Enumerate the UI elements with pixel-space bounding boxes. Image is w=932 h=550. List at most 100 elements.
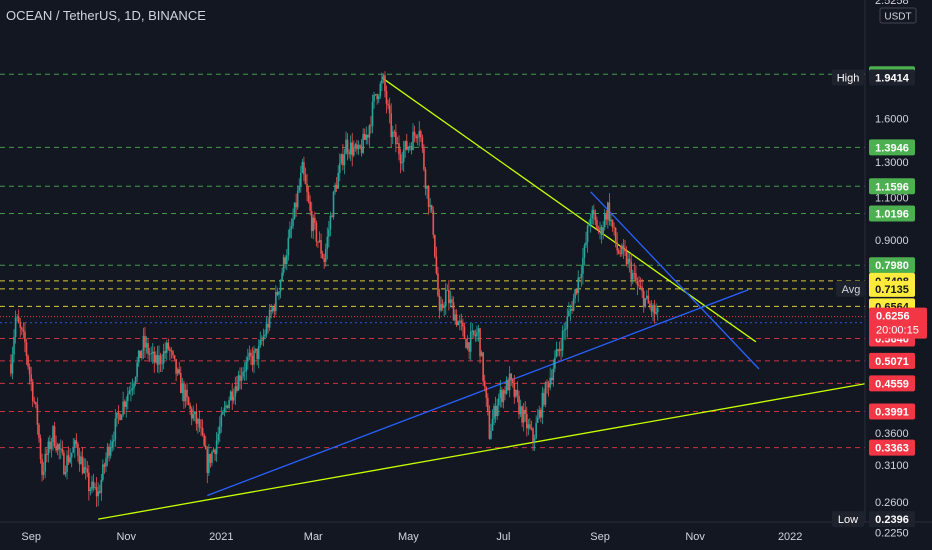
candle xyxy=(94,482,96,490)
candle-body xyxy=(19,322,22,328)
candle xyxy=(281,267,283,282)
candle xyxy=(435,246,438,275)
candle-body xyxy=(524,409,527,414)
candle xyxy=(656,306,659,321)
candle xyxy=(141,349,143,361)
candle xyxy=(432,206,435,239)
candle-body xyxy=(365,134,368,140)
candle-body xyxy=(303,162,305,175)
candle-body xyxy=(370,125,372,127)
candle xyxy=(589,213,592,233)
candle-body xyxy=(480,352,483,357)
candle-body xyxy=(248,352,251,358)
candle xyxy=(329,211,332,237)
candle-body xyxy=(22,329,25,332)
candle xyxy=(426,185,428,199)
candle xyxy=(300,165,302,193)
candle-body xyxy=(27,355,29,367)
candle xyxy=(605,209,608,225)
candle xyxy=(522,402,525,432)
candle-body xyxy=(357,145,360,150)
candle-body xyxy=(437,273,439,296)
candle-body xyxy=(259,339,262,346)
high-badge-label: 1.9414 xyxy=(875,73,910,85)
candle xyxy=(457,320,460,326)
currency-badge xyxy=(879,7,917,24)
candle-body xyxy=(597,229,600,231)
candle xyxy=(473,329,475,339)
candle-body xyxy=(323,258,325,262)
candle xyxy=(443,301,445,317)
candle xyxy=(261,335,263,345)
candle xyxy=(98,484,101,495)
candle xyxy=(465,337,467,349)
candle xyxy=(513,374,516,404)
candle xyxy=(438,288,441,319)
candle-body xyxy=(231,391,234,401)
candle-body xyxy=(287,237,290,256)
candle xyxy=(636,277,639,296)
candle xyxy=(306,173,308,202)
candle-body xyxy=(116,412,118,419)
candle xyxy=(16,314,18,322)
candle xyxy=(558,341,561,357)
candle-body xyxy=(638,285,640,287)
candle xyxy=(477,324,480,342)
candle-body xyxy=(639,286,642,288)
x-tick-label: Nov xyxy=(685,531,705,543)
candle-body xyxy=(59,448,62,450)
candle xyxy=(33,396,36,405)
candle-body xyxy=(194,411,196,415)
candle xyxy=(66,450,68,480)
candle-body xyxy=(270,309,272,312)
candle xyxy=(259,331,262,348)
candle-body xyxy=(477,328,480,333)
candle-body xyxy=(569,308,572,311)
candle xyxy=(474,329,477,342)
candle-body xyxy=(80,456,82,465)
level-badge xyxy=(869,439,915,456)
candle xyxy=(427,184,430,215)
candle xyxy=(483,374,486,392)
candle xyxy=(44,447,46,479)
candle-body xyxy=(393,131,396,133)
candle xyxy=(200,419,202,436)
candle xyxy=(162,343,165,370)
candle xyxy=(38,423,40,443)
candle xyxy=(382,73,385,84)
candle xyxy=(119,412,121,421)
candle xyxy=(245,356,248,381)
candle xyxy=(594,209,597,226)
candle-body xyxy=(130,390,132,392)
candle-body xyxy=(133,383,135,389)
candle-body xyxy=(516,389,519,396)
candle xyxy=(448,280,450,311)
candle-body xyxy=(236,386,238,391)
candle-body xyxy=(204,445,207,449)
candle xyxy=(622,239,625,260)
candle-body xyxy=(170,350,173,352)
candle xyxy=(338,153,341,182)
level-badge xyxy=(869,280,915,297)
candle xyxy=(50,437,53,458)
candle-body xyxy=(264,334,266,337)
candle xyxy=(137,349,140,367)
candle-body xyxy=(348,152,350,155)
candle xyxy=(603,208,606,231)
candle xyxy=(421,134,424,153)
candle-body xyxy=(376,94,378,100)
candle xyxy=(496,398,498,420)
candle-body xyxy=(494,406,497,417)
candle-body xyxy=(540,409,542,418)
candle xyxy=(557,348,559,357)
candle-body xyxy=(457,321,460,326)
candle xyxy=(295,193,297,217)
candle-body xyxy=(497,397,500,406)
candle-body xyxy=(519,406,522,415)
price-badges: 1.97211.39461.15961.01960.79800.74080.71… xyxy=(832,66,927,528)
candle-body xyxy=(108,446,110,456)
level-badge xyxy=(869,257,915,274)
candle xyxy=(204,435,207,450)
candle xyxy=(538,405,541,420)
